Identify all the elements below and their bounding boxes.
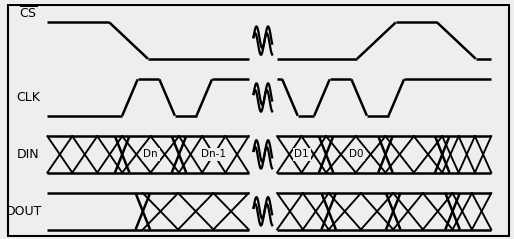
Text: DOUT: DOUT <box>6 205 42 218</box>
Text: DIN: DIN <box>17 148 40 161</box>
Text: CLK: CLK <box>16 91 40 104</box>
Text: $\overline{\mathrm{CS}}$: $\overline{\mathrm{CS}}$ <box>19 6 38 21</box>
Text: D1: D1 <box>294 149 309 159</box>
Text: Dn-1: Dn-1 <box>201 149 226 159</box>
Text: D0: D0 <box>348 149 363 159</box>
Text: Dn: Dn <box>143 149 158 159</box>
